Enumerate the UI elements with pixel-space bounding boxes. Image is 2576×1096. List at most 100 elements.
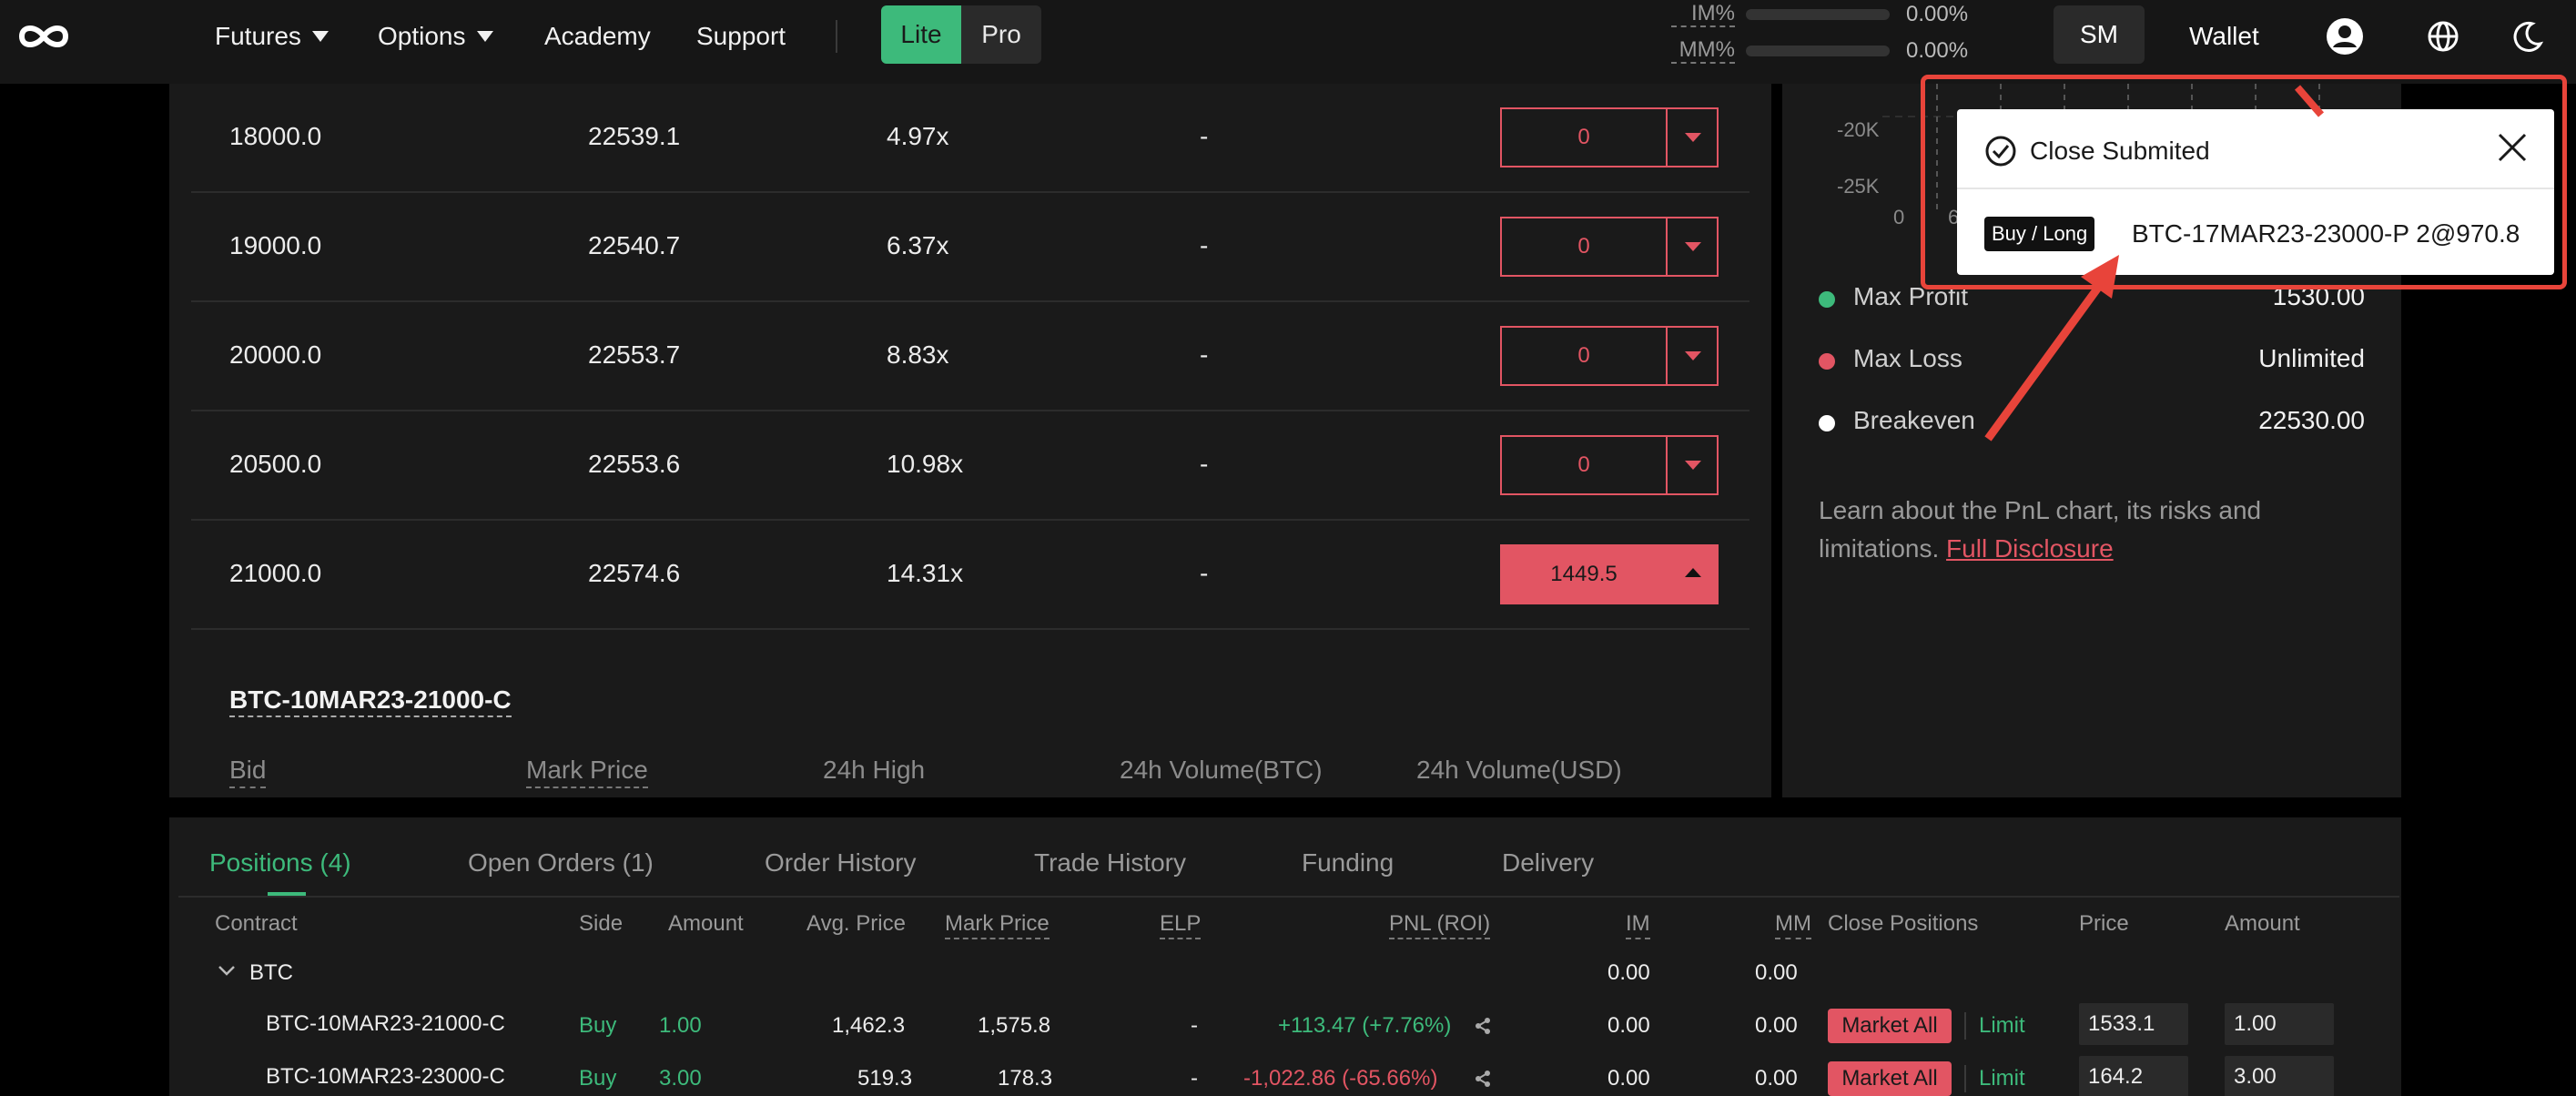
sm-button[interactable]: SM xyxy=(2054,5,2145,64)
legend-value: Unlimited xyxy=(2258,344,2365,372)
close-price-input[interactable]: 1533.1 xyxy=(2079,1003,2188,1045)
qty-input[interactable]: 0 xyxy=(1500,217,1666,277)
qty-stepper: 0 xyxy=(1500,326,1719,386)
nav-support[interactable]: Support xyxy=(696,20,786,53)
nav-academy[interactable]: Academy xyxy=(544,20,651,53)
top-navbar: Futures Options Academy Support Lite Pro… xyxy=(0,0,2576,84)
header-mm: MM xyxy=(1775,910,1811,939)
mm-label: MM% xyxy=(1671,38,1735,64)
row-mm: 0.00 xyxy=(1755,1013,1798,1038)
im-label: IM% xyxy=(1671,2,1735,27)
chevron-up-icon[interactable] xyxy=(1666,544,1719,604)
chevron-down-icon[interactable] xyxy=(1666,326,1719,386)
tab-delivery[interactable]: Delivery xyxy=(1502,848,1595,877)
user-icon[interactable] xyxy=(2325,16,2365,56)
qty-input[interactable]: 0 xyxy=(1500,107,1666,167)
nav-futures[interactable]: Futures xyxy=(215,20,329,53)
nav-options[interactable]: Options xyxy=(378,20,493,53)
positions-panel: Positions (4) Open Orders (1) Order Hist… xyxy=(169,817,2401,1096)
header-price: Price xyxy=(2079,911,2129,936)
share-icon[interactable] xyxy=(1473,1069,1493,1089)
wallet-link[interactable]: Wallet xyxy=(2189,22,2259,50)
tab-funding[interactable]: Funding xyxy=(1302,848,1394,877)
row-mm: 0.00 xyxy=(1755,1066,1798,1091)
share-icon[interactable] xyxy=(1473,1016,1493,1036)
stat-24h-volume-btc: 24h Volume(BTC) xyxy=(1120,756,1323,784)
header-amount-input: Amount xyxy=(2225,911,2300,936)
y-axis-tick: -25K xyxy=(1837,175,1880,198)
tab-positions[interactable]: Positions (4) xyxy=(209,848,351,877)
tab-open-orders[interactable]: Open Orders (1) xyxy=(468,848,654,877)
strike-row[interactable]: 19000.0 22540.7 6.37x - 0 xyxy=(191,193,1749,302)
mm-bar xyxy=(1746,46,1890,56)
chevron-down-icon[interactable] xyxy=(1666,107,1719,167)
green-dot-icon xyxy=(1819,291,1835,308)
strike-row[interactable]: 18000.0 22539.1 4.97x - 0 xyxy=(191,84,1749,193)
row-pnl: -1,022.86 (-65.66%) xyxy=(1243,1066,1438,1091)
mode-lite-button[interactable]: Lite xyxy=(881,5,961,64)
contract-title[interactable]: BTC-10MAR23-21000-C xyxy=(229,685,512,717)
close-amount-input[interactable]: 3.00 xyxy=(2225,1056,2334,1096)
limit-link[interactable]: Limit xyxy=(1979,1013,2025,1038)
annotation-arrow-icon xyxy=(1984,255,2119,441)
stat-24h-high: 24h High xyxy=(823,756,926,784)
row-contract[interactable]: BTC-10MAR23-23000-C xyxy=(266,1064,505,1089)
chevron-down-icon xyxy=(476,31,493,42)
strike-change: - xyxy=(1200,340,1209,369)
logo-infinity-icon[interactable] xyxy=(16,18,71,55)
market-all-button[interactable]: Market All xyxy=(1828,1061,1952,1096)
im-value: 0.00% xyxy=(1906,2,1969,26)
toast-divider xyxy=(1957,188,2554,189)
close-price-input[interactable]: 164.2 xyxy=(2079,1056,2188,1096)
qty-stepper: 0 xyxy=(1500,107,1719,167)
divider xyxy=(1964,1012,1966,1040)
header-contract: Contract xyxy=(215,911,298,936)
chevron-down-icon[interactable] xyxy=(1666,435,1719,495)
full-disclosure-link[interactable]: Full Disclosure xyxy=(1946,534,2114,563)
tab-order-history[interactable]: Order History xyxy=(765,848,917,877)
row-contract[interactable]: BTC-10MAR23-21000-C xyxy=(266,1011,505,1036)
legend-value: 22530.00 xyxy=(2258,406,2365,434)
moon-icon[interactable] xyxy=(2507,16,2547,56)
annotation-highlight-box xyxy=(1921,75,2567,289)
row-mark-price: 178.3 xyxy=(998,1066,1053,1091)
limit-link[interactable]: Limit xyxy=(1979,1066,2025,1091)
row-im: 0.00 xyxy=(1607,1013,1650,1038)
tab-divider xyxy=(178,896,2399,898)
chevron-down-icon[interactable] xyxy=(217,963,237,978)
close-icon[interactable] xyxy=(2494,129,2530,166)
notification-toast: Close Submited Buy / Long BTC-17MAR23-23… xyxy=(1957,109,2554,275)
strike-leverage: 10.98x xyxy=(887,450,964,478)
header-amount: Amount xyxy=(668,911,744,936)
x-axis-tick: 6 xyxy=(1948,206,1960,228)
group-name: BTC xyxy=(249,960,293,985)
mode-pro-button[interactable]: Pro xyxy=(961,5,1041,64)
side-badge: Buy / Long xyxy=(1984,217,2095,251)
strike-value: 20000.0 xyxy=(229,340,322,369)
y-axis-tick: -20K xyxy=(1837,118,1880,141)
row-avg-price: 519.3 xyxy=(857,1066,913,1091)
header-close-positions: Close Positions xyxy=(1828,911,1979,936)
qty-input[interactable]: 1449.5 xyxy=(1500,544,1666,604)
qty-stepper: 1449.5 xyxy=(1500,544,1719,604)
qty-stepper: 0 xyxy=(1500,217,1719,277)
qty-input[interactable]: 0 xyxy=(1500,435,1666,495)
strike-row-selected[interactable]: 21000.0 22574.6 14.31x - 1449.5 xyxy=(191,521,1749,630)
mm-indicator: MM% 0.00% xyxy=(1671,38,1968,64)
strike-row[interactable]: 20500.0 22553.6 10.98x - 0 xyxy=(191,411,1749,521)
qty-input[interactable]: 0 xyxy=(1500,326,1666,386)
strike-value: 18000.0 xyxy=(229,122,322,150)
globe-icon[interactable] xyxy=(2423,16,2463,56)
red-dot-icon xyxy=(1819,353,1835,370)
header-im: IM xyxy=(1626,910,1650,939)
close-amount-input[interactable]: 1.00 xyxy=(2225,1003,2334,1045)
pnl-disclaimer-text: Learn about the PnL chart, its risks and… xyxy=(1819,496,2262,563)
row-side: Buy xyxy=(579,1066,617,1091)
strike-change: - xyxy=(1200,450,1209,478)
chevron-down-icon xyxy=(311,31,329,42)
mm-value: 0.00% xyxy=(1906,38,1969,63)
tab-trade-history[interactable]: Trade History xyxy=(1034,848,1187,877)
chevron-down-icon[interactable] xyxy=(1666,217,1719,277)
strike-row[interactable]: 20000.0 22553.7 8.83x - 0 xyxy=(191,302,1749,411)
market-all-button[interactable]: Market All xyxy=(1828,1009,1952,1043)
